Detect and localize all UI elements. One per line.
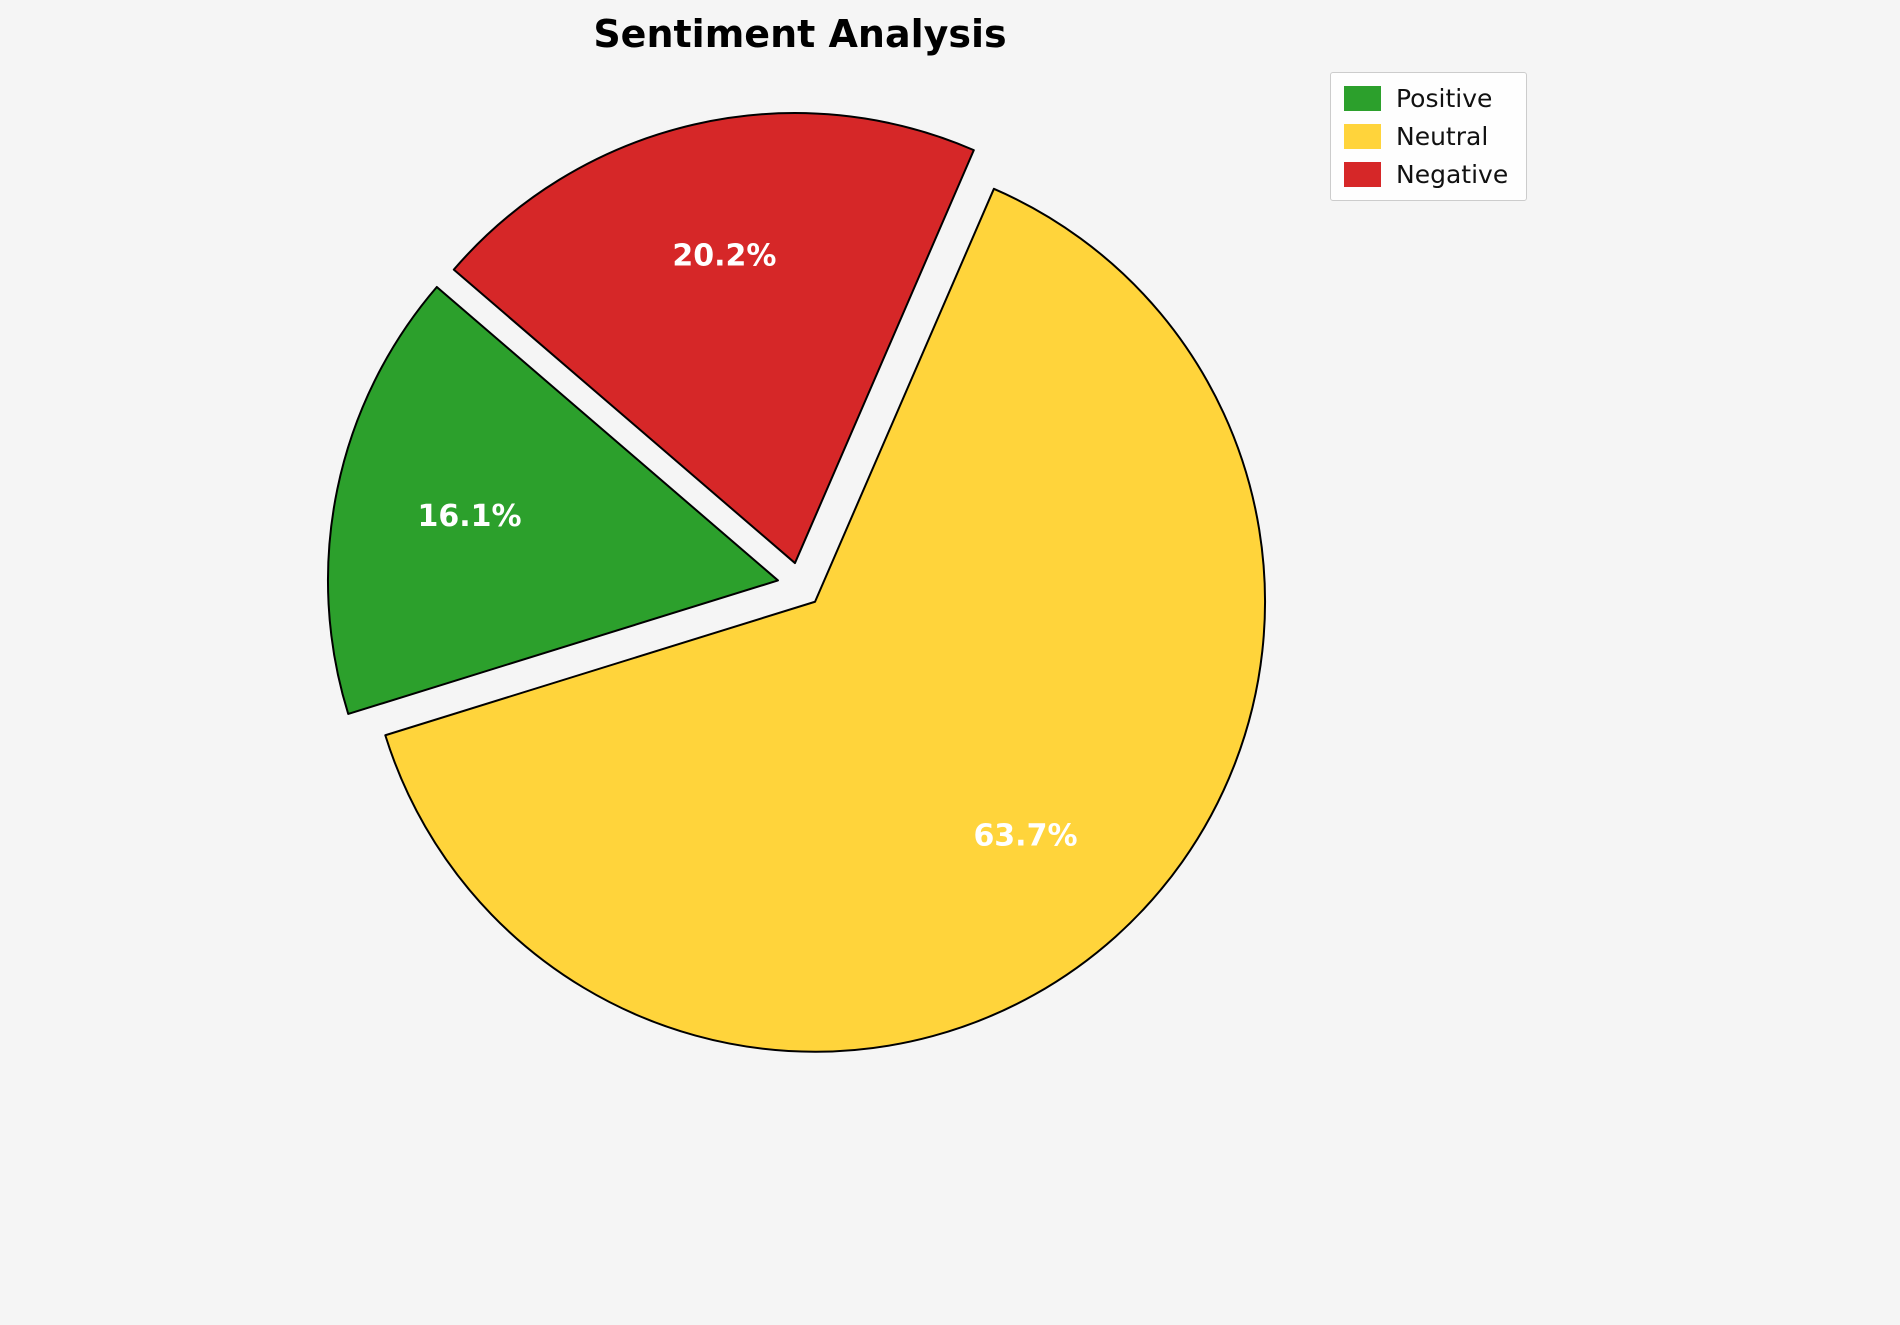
pct-label-positive: 16.1% (418, 499, 522, 534)
legend-item-positive: Positive (1344, 86, 1508, 111)
legend: Positive Neutral Negative (1330, 72, 1528, 201)
legend-swatch-neutral (1344, 124, 1381, 149)
chart-title: Sentiment Analysis (593, 12, 1007, 56)
pie-slice-positive (326, 285, 779, 715)
pct-label-negative: 20.2% (672, 239, 776, 274)
pie-slice-negative (452, 112, 975, 565)
legend-item-neutral: Neutral (1344, 124, 1508, 149)
legend-item-negative: Negative (1344, 162, 1508, 187)
legend-label: Neutral (1396, 122, 1489, 151)
legend-label: Positive (1396, 84, 1493, 113)
legend-swatch-positive (1344, 86, 1381, 111)
legend-swatch-negative (1344, 162, 1381, 187)
pie-slice-neutral (384, 187, 1266, 1053)
pct-label-neutral: 63.7% (973, 819, 1077, 854)
legend-label: Negative (1396, 160, 1509, 189)
